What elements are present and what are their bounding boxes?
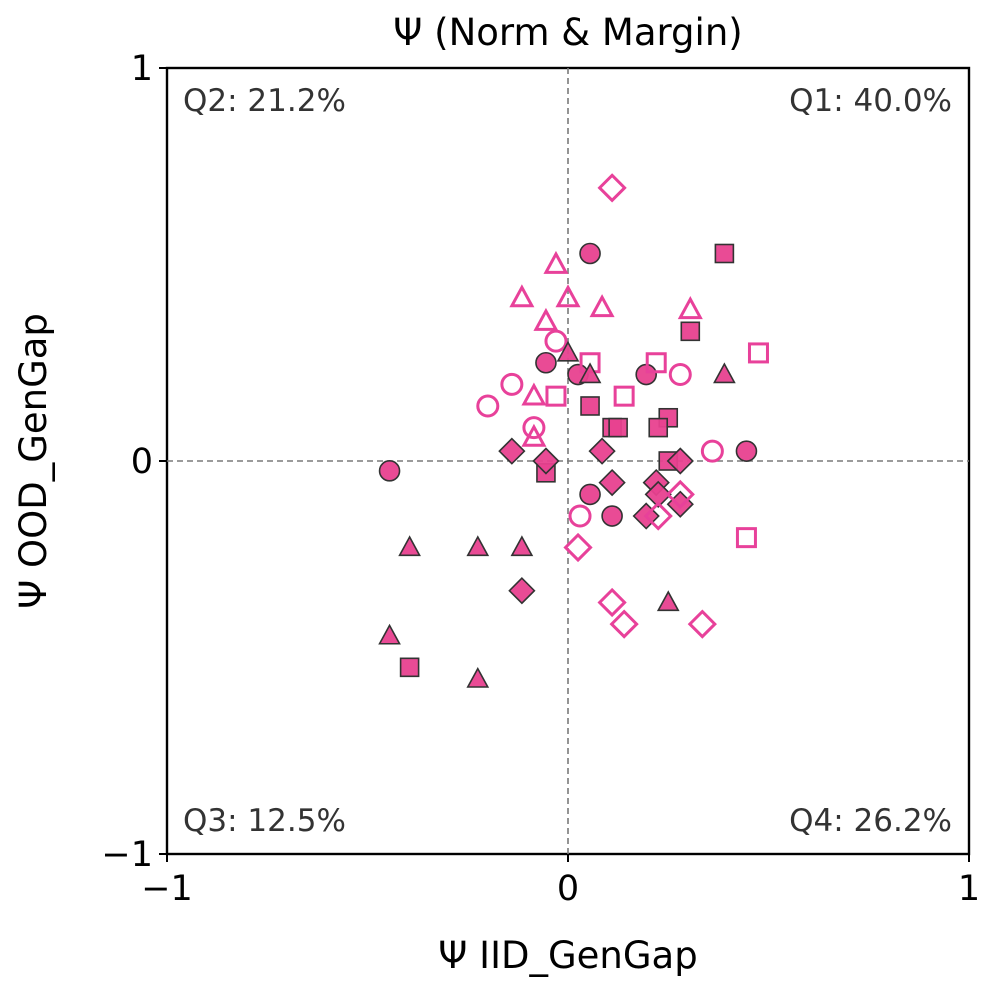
diamond-hollow-point [665, 479, 695, 510]
triangle-hollow-point [555, 284, 581, 308]
triangle-filled-point [466, 666, 490, 688]
circle-filled-point [535, 351, 557, 374]
triangle-filled-point [656, 590, 680, 612]
y-tick-label: 1 [131, 49, 153, 89]
y-axis-label: Ψ OOD_GenGap [12, 313, 55, 609]
square-filled-point [648, 417, 669, 438]
circle-hollow-point [568, 504, 592, 528]
x-axis-label: Ψ IID_GenGap [438, 934, 697, 977]
triangle-filled-point [398, 535, 421, 557]
x-tick-label: 1 [958, 869, 980, 909]
diamond-hollow-point [609, 609, 639, 639]
diamond-filled-point [666, 447, 694, 475]
circle-hollow-point [700, 439, 724, 463]
circle-filled-point [378, 460, 401, 482]
triangle-hollow-point [509, 284, 535, 308]
quadrant-label-q3: Q3: 12.5% [183, 803, 346, 839]
quadrant-label-q2: Q2: 21.2% [183, 83, 346, 119]
square-hollow-point [747, 342, 769, 364]
y-tick-label: −1 [101, 835, 153, 875]
diamond-filled-point [508, 577, 536, 605]
circle-filled-point [735, 440, 758, 462]
diamond-hollow-point [687, 609, 717, 639]
triangle-hollow-point [543, 250, 569, 274]
diamond-filled-point [498, 437, 526, 465]
circle-hollow-point [500, 372, 524, 396]
diamond-filled-point [666, 490, 694, 518]
chart-title: Ψ (Norm & Margin) [393, 11, 742, 54]
circle-hollow-point [544, 329, 568, 353]
y-axis-ticks: −1 0 1 [101, 49, 167, 875]
square-filled-point [608, 417, 628, 438]
circle-filled-point [601, 505, 623, 527]
diamond-filled-point [598, 468, 626, 497]
diamond-filled-point [644, 480, 672, 509]
triangle-hollow-point [521, 423, 547, 447]
x-axis-ticks: −1 0 1 [141, 854, 980, 909]
circle-filled-point [579, 242, 601, 265]
triangle-filled-point [466, 535, 490, 557]
square-hollow-point [545, 385, 567, 407]
diamond-hollow-point [563, 532, 593, 563]
y-tick-label: 0 [131, 442, 153, 482]
x-tick-label: −1 [141, 869, 193, 909]
triangle-filled-point [510, 535, 534, 557]
square-hollow-point [645, 352, 667, 374]
square-filled-point [680, 321, 701, 342]
triangle-filled-point [713, 362, 736, 384]
square-filled-point [714, 243, 735, 264]
square-hollow-point [735, 527, 757, 549]
diamond-hollow-point [643, 501, 673, 531]
quadrant-label-q1: Q1: 40.0% [789, 83, 952, 119]
triangle-hollow-point [521, 382, 547, 406]
square-hollow-point [613, 385, 635, 407]
diamond-hollow-point [597, 173, 627, 203]
triangle-hollow-point [533, 307, 559, 331]
square-filled-point [399, 657, 420, 678]
x-tick-label: 0 [557, 869, 579, 909]
diamond-hollow-point [597, 587, 627, 618]
diamond-filled-point [588, 437, 616, 465]
square-filled-point [580, 396, 600, 416]
triangle-hollow-point [589, 294, 615, 318]
triangle-filled-point [378, 623, 401, 645]
triangle-hollow-point [677, 296, 703, 320]
circle-filled-point [579, 483, 601, 506]
triangle-filled-point [578, 362, 602, 384]
circle-hollow-point [476, 394, 500, 418]
diamond-filled-point [532, 447, 560, 475]
data-markers [378, 173, 769, 688]
triangle-filled-point [556, 340, 580, 362]
circle-hollow-point [522, 416, 546, 440]
quadrant-label-q4: Q4: 26.2% [789, 803, 952, 839]
circle-hollow-point [668, 363, 692, 387]
